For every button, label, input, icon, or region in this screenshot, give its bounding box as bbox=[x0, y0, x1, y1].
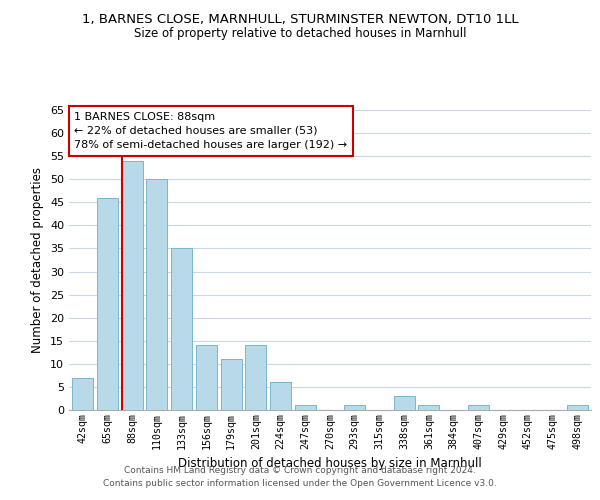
Text: 1, BARNES CLOSE, MARNHULL, STURMINSTER NEWTON, DT10 1LL: 1, BARNES CLOSE, MARNHULL, STURMINSTER N… bbox=[82, 12, 518, 26]
Bar bbox=[468, 406, 489, 410]
Y-axis label: Number of detached properties: Number of detached properties bbox=[31, 167, 44, 353]
Bar bbox=[245, 346, 266, 410]
X-axis label: Distribution of detached houses by size in Marnhull: Distribution of detached houses by size … bbox=[178, 457, 482, 470]
Bar bbox=[196, 346, 217, 410]
Bar bbox=[122, 161, 143, 410]
Bar bbox=[394, 396, 415, 410]
Bar bbox=[72, 378, 93, 410]
Bar bbox=[295, 406, 316, 410]
Bar bbox=[221, 359, 242, 410]
Bar bbox=[171, 248, 192, 410]
Bar bbox=[97, 198, 118, 410]
Text: Contains HM Land Registry data © Crown copyright and database right 2024.
Contai: Contains HM Land Registry data © Crown c… bbox=[103, 466, 497, 487]
Bar bbox=[567, 406, 588, 410]
Text: 1 BARNES CLOSE: 88sqm
← 22% of detached houses are smaller (53)
78% of semi-deta: 1 BARNES CLOSE: 88sqm ← 22% of detached … bbox=[74, 112, 347, 150]
Bar bbox=[344, 406, 365, 410]
Bar bbox=[418, 406, 439, 410]
Bar bbox=[270, 382, 291, 410]
Bar bbox=[146, 179, 167, 410]
Text: Size of property relative to detached houses in Marnhull: Size of property relative to detached ho… bbox=[134, 28, 466, 40]
